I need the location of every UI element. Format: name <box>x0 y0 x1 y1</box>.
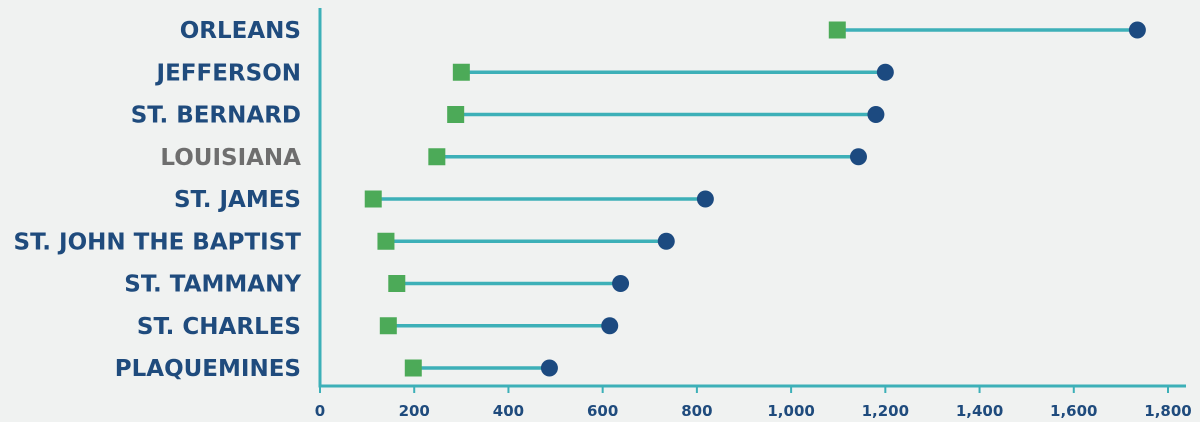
start-marker-plaquemines <box>404 359 422 377</box>
data-markers <box>364 21 1146 377</box>
x-axis-ticks: 0 200 400 600 800 1,000 1,200 1,400 1,600 1,800 <box>315 386 1192 420</box>
x-tick-label: 400 <box>493 402 524 420</box>
category-label-st-tammany: ST. TAMMANY <box>124 272 301 298</box>
end-marker-jefferson <box>876 63 894 81</box>
end-marker-st-james <box>696 190 714 208</box>
connector-lines <box>373 28 1138 370</box>
end-marker-st-bernard <box>867 106 885 123</box>
end-marker-st-charles <box>601 317 619 335</box>
end-marker-st-tammany <box>612 275 630 292</box>
x-tick-label: 800 <box>681 402 712 420</box>
x-tick-label: 0 <box>315 402 325 420</box>
start-marker-louisiana <box>428 148 446 166</box>
x-tick-label: 1,600 <box>1050 402 1097 420</box>
x-tick-label: 1,800 <box>1144 402 1191 420</box>
category-label-st-bernard: ST. BERNARD <box>131 103 301 129</box>
x-tick-label: 1,000 <box>767 402 814 420</box>
end-marker-louisiana <box>849 148 867 166</box>
start-marker-st-charles <box>379 317 397 335</box>
category-label-st-james: ST. JAMES <box>174 187 301 213</box>
end-marker-st-john-the-baptist <box>657 232 675 250</box>
category-label-plaquemines: PLAQUEMINES <box>115 356 301 382</box>
start-marker-st-james <box>364 190 382 208</box>
category-label-st-john-the-baptist: ST. JOHN THE BAPTIST <box>14 229 302 255</box>
category-labels: ORLEANS JEFFERSON ST. BERNARD LOUISIANA ST. … <box>14 18 302 382</box>
end-marker-orleans <box>1128 21 1146 39</box>
start-marker-jefferson <box>452 63 470 81</box>
end-marker-plaquemines <box>540 359 558 377</box>
category-label-louisiana: LOUISIANA <box>160 145 301 171</box>
category-label-st-charles: ST. CHARLES <box>137 314 301 340</box>
start-marker-st-bernard <box>447 106 465 123</box>
start-marker-orleans <box>828 21 846 39</box>
x-tick-label: 600 <box>587 402 618 420</box>
category-label-jefferson: JEFFERSON <box>155 60 301 86</box>
x-tick-label: 1,400 <box>956 402 1003 420</box>
start-marker-st-tammany <box>388 275 406 292</box>
x-tick-label: 200 <box>399 402 430 420</box>
category-label-orleans: ORLEANS <box>180 18 301 44</box>
start-marker-st-john-the-baptist <box>377 232 395 250</box>
x-tick-label: 1,200 <box>862 402 909 420</box>
